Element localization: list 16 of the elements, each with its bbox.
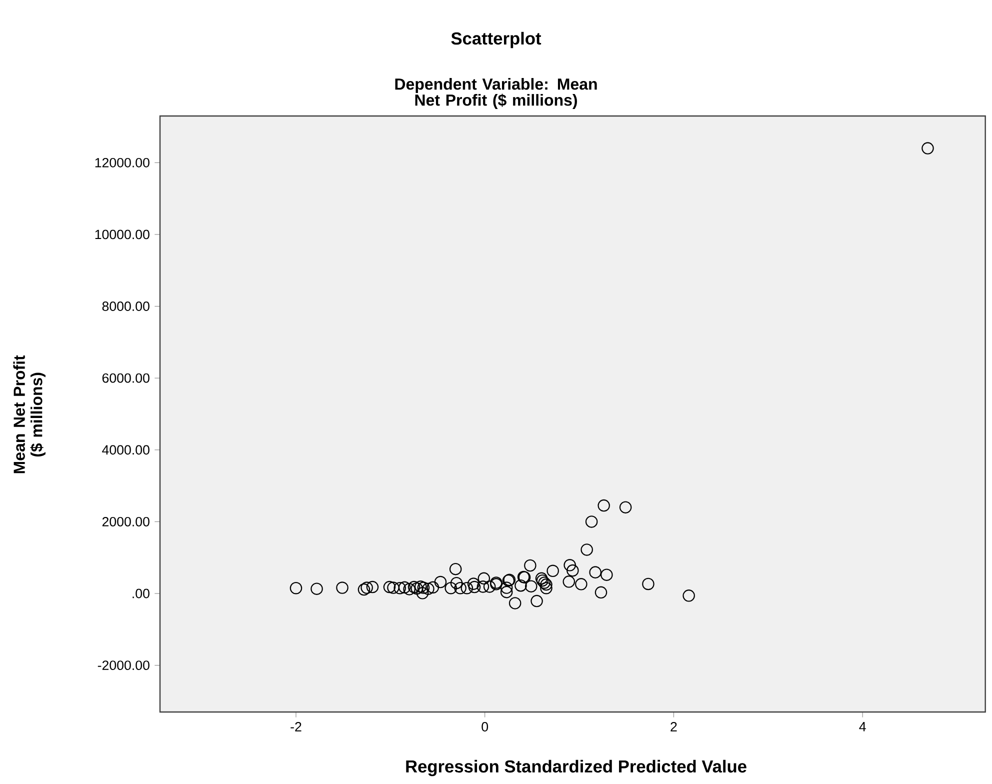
y-tick-label: 4000.00 xyxy=(102,445,150,455)
x-tick-label: 4 xyxy=(859,722,866,732)
x-tick-label: 0 xyxy=(482,722,488,732)
y-tick-label: 10000.00 xyxy=(95,230,150,240)
y-axis-title: Mean Net Profit ($ millions) xyxy=(13,355,46,474)
y-tick-label: 8000.00 xyxy=(102,302,150,311)
x-tick-label: -2 xyxy=(290,722,302,732)
x-tick-label: 2 xyxy=(670,722,677,732)
x-axis-title: Regression Standardized Predicted Value xyxy=(406,760,746,776)
chart-title: Scatterplot xyxy=(451,32,542,48)
y-tick-label: .00 xyxy=(132,588,150,598)
chart-subtitle: Dependent Variable: Mean Net Profit ($ millions) xyxy=(395,78,597,109)
y-tick-label: 12000.00 xyxy=(95,158,150,168)
y-tick-label: -2000.00 xyxy=(98,660,150,670)
y-tick-label: 6000.00 xyxy=(102,373,150,383)
y-tick-label: 2000.00 xyxy=(102,516,150,526)
